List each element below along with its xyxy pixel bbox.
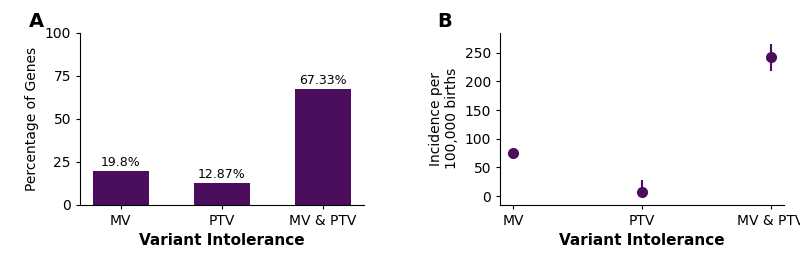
Bar [194,183,250,205]
Text: B: B [438,12,453,31]
Bar [295,89,351,205]
X-axis label: Variant Intolerance: Variant Intolerance [139,233,305,248]
Text: 67.33%: 67.33% [299,74,347,87]
Y-axis label: Incidence per
100,000 births: Incidence per 100,000 births [429,68,459,169]
X-axis label: Variant Intolerance: Variant Intolerance [559,233,725,248]
Text: 12.87%: 12.87% [198,168,246,180]
Y-axis label: Percentage of Genes: Percentage of Genes [25,47,39,191]
Bar [93,171,149,205]
Text: A: A [29,12,44,31]
Text: 19.8%: 19.8% [101,156,141,169]
